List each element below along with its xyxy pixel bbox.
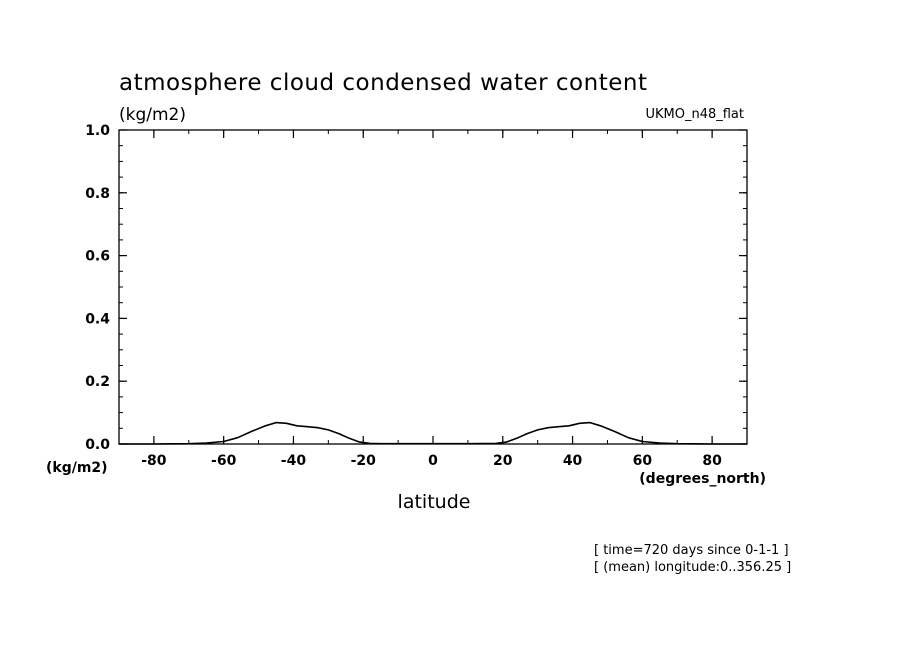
model-label: UKMO_n48_flat — [645, 107, 744, 122]
y-tick-label: 0.2 — [85, 374, 110, 390]
x-tick-label: -60 — [211, 453, 237, 469]
x-tick-label: -20 — [351, 453, 377, 469]
annotation-time: [ time=720 days since 0-1-1 ] — [594, 543, 789, 558]
x-tick-label: -40 — [281, 453, 307, 469]
y-tick-label: 0.4 — [85, 311, 110, 327]
y-units-label: (kg/m2) — [46, 460, 108, 476]
y-tick-label: 0.8 — [85, 186, 110, 202]
x-tick-label: 60 — [633, 453, 653, 469]
x-tick-label: 40 — [563, 453, 583, 469]
y-tick-label: 0.0 — [85, 437, 110, 453]
x-tick-label: 80 — [702, 453, 722, 469]
series-line — [119, 421, 747, 445]
y-tick-label: 1.0 — [85, 123, 110, 139]
x-tick-label: 20 — [493, 453, 513, 469]
x-tick-label: 0 — [428, 453, 438, 469]
x-units-label: (degrees_north) — [639, 471, 766, 487]
units-label: (kg/m2) — [119, 105, 186, 125]
y-tick-label: 0.6 — [85, 249, 110, 265]
x-axis-label: latitude — [398, 491, 471, 513]
annotation-longitude: [ (mean) longitude:0..356.25 ] — [594, 560, 791, 575]
chart-title: atmosphere cloud condensed water content — [119, 70, 647, 96]
x-tick-label: -80 — [141, 453, 167, 469]
plot-axes: 0.0 0.2 0.4 0.6 0.8 1.0 -80 -60 -40 -20 0 20 40 60 80 — [85, 123, 748, 469]
plot-series — [119, 421, 747, 445]
